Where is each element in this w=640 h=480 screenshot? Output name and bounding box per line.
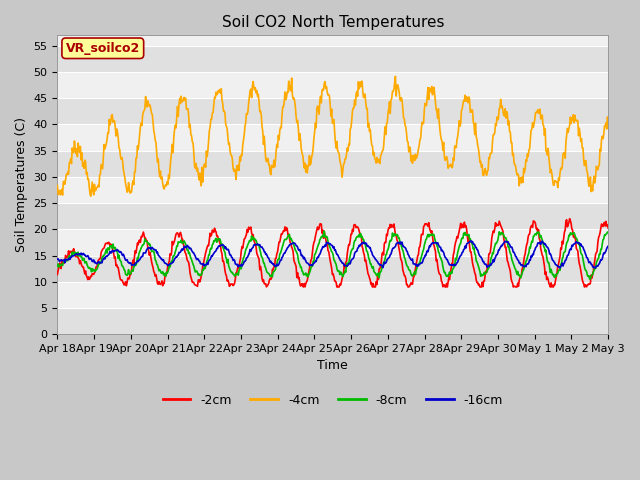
Bar (58, 46, 608, 72)
Bar (58, 255, 608, 282)
Bar (58, 282, 608, 308)
Bar (58, 151, 608, 177)
Title: Soil CO2 North Temperatures: Soil CO2 North Temperatures (221, 15, 444, 30)
Bar (58, 124, 608, 151)
X-axis label: Time: Time (317, 360, 348, 372)
Bar (58, 308, 608, 334)
Y-axis label: Soil Temperatures (C): Soil Temperatures (C) (15, 117, 28, 252)
Bar (58, 72, 608, 98)
Legend: -2cm, -4cm, -8cm, -16cm: -2cm, -4cm, -8cm, -16cm (157, 389, 508, 411)
Bar (58, 177, 608, 203)
Bar (58, 20, 608, 46)
Bar (58, 98, 608, 124)
Bar (58, 229, 608, 255)
Bar (58, 203, 608, 229)
Text: VR_soilco2: VR_soilco2 (66, 42, 140, 55)
